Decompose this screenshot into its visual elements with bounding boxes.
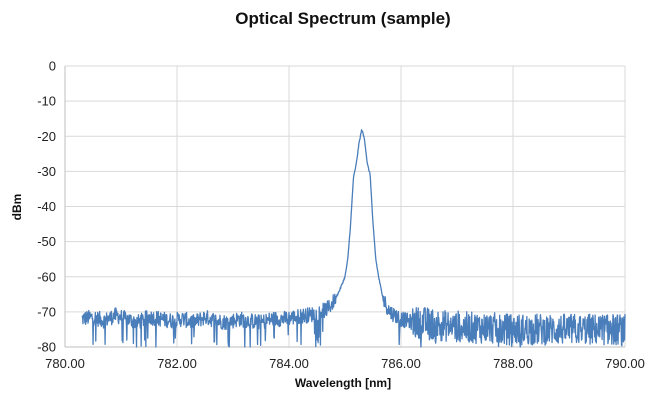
x-tick-label: 786.00 — [381, 356, 421, 371]
y-tick-label: 0 — [49, 59, 56, 74]
y-tick-label: -20 — [37, 129, 56, 144]
y-tick-label: -30 — [37, 164, 56, 179]
y-tick-label: -60 — [37, 269, 56, 284]
y-tick-label: -50 — [37, 234, 56, 249]
x-tick-label: 780.00 — [45, 356, 85, 371]
series-layer — [81, 129, 626, 348]
axis-layer — [64, 66, 625, 348]
x-tick-label: 782.00 — [157, 356, 197, 371]
x-tick-label: 788.00 — [493, 356, 533, 371]
x-tick-label: 790.00 — [605, 356, 645, 371]
x-axis-label: Wavelength [nm] — [295, 376, 391, 390]
chart-title: Optical Spectrum (sample) — [235, 9, 450, 28]
y-tick-label: -70 — [37, 304, 56, 319]
grid-layer — [64, 65, 626, 348]
x-tick-label: 784.00 — [269, 356, 309, 371]
y-tick-label: -40 — [37, 199, 56, 214]
y-tick-label: -10 — [37, 94, 56, 109]
spectrum-series-line — [81, 129, 626, 348]
y-tick-label: -80 — [37, 340, 56, 355]
y-axis-label: dBm — [10, 194, 24, 221]
